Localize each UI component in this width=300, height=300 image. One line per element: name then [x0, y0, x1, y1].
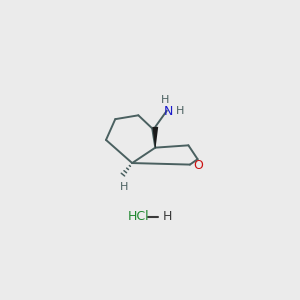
- Text: O: O: [193, 159, 203, 172]
- Polygon shape: [152, 127, 158, 148]
- Text: H: H: [176, 106, 184, 116]
- Text: H: H: [161, 94, 170, 104]
- Text: H: H: [163, 211, 172, 224]
- Text: HCl: HCl: [128, 211, 149, 224]
- Text: N: N: [164, 105, 173, 118]
- Text: H: H: [119, 182, 128, 191]
